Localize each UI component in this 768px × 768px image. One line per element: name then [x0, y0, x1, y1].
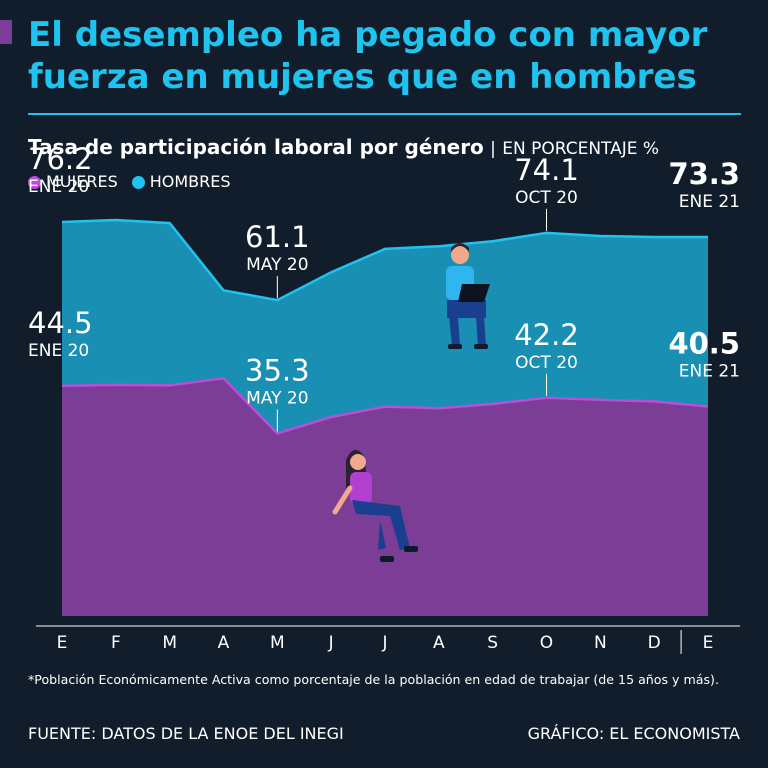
legend-label-men: HOMBRES: [149, 172, 231, 191]
woman-shoe-left: [380, 556, 394, 562]
x-tick-label: A: [433, 633, 445, 653]
chart-subtitle: Tasa de participación laboral por género…: [28, 134, 659, 162]
subtitle-unit: EN PORCENTAJE %: [502, 139, 660, 159]
woman-arm: [332, 485, 353, 515]
x-tick-label: J: [328, 633, 334, 653]
data-label-value: 76.2: [28, 142, 93, 176]
data-label-value: 61.1: [245, 220, 310, 254]
data-label-value: 40.5: [668, 327, 740, 361]
series-line-men: [61, 218, 708, 302]
x-tick-label: J: [381, 633, 387, 653]
subtitle-main: Tasa de participación laboral por género: [28, 135, 484, 159]
man-head: [451, 246, 469, 264]
man-lower-legs: [449, 316, 486, 346]
woman-legs: [352, 500, 410, 550]
legend: MUJERES HOMBRES: [28, 171, 231, 193]
headline-line-1: El desempleo ha pegado con mayor: [28, 15, 708, 55]
woman-shirt: [350, 472, 372, 504]
woman-sitting-illustration: [332, 449, 418, 562]
man-hair: [451, 243, 469, 252]
legend-item-men: HOMBRES: [131, 171, 231, 193]
woman-shoe-right: [404, 546, 418, 552]
data-label-value: 74.1: [514, 153, 579, 187]
data-label-date: ENE 21: [679, 192, 740, 212]
x-tick-label: F: [111, 633, 121, 653]
data-label-date: ENE 20: [28, 341, 89, 361]
woman-head: [350, 454, 366, 470]
x-tick-label: S: [487, 633, 498, 653]
x-tick-label: D: [648, 633, 661, 653]
man-legs: [447, 300, 486, 318]
data-label-date: OCT 20: [515, 353, 578, 373]
x-tick-label: O: [540, 633, 553, 653]
data-label-date: ENE 20: [28, 177, 89, 197]
x-tick-label: M: [162, 633, 177, 653]
data-label-date: OCT 20: [515, 188, 578, 208]
headline-line-2: fuerza en mujeres que en hombres: [28, 57, 697, 97]
laptop-icon: [458, 284, 490, 302]
subtitle-separator: |: [490, 139, 496, 159]
source: FUENTE: DATOS DE LA ENOE DEL INEGI: [28, 724, 344, 743]
legend-item-women: MUJERES: [28, 171, 118, 193]
x-tick-label: E: [57, 633, 68, 653]
data-label-value: 35.3: [245, 353, 310, 387]
accent-bar: [0, 20, 12, 44]
headline: El desempleo ha pegado con mayor fuerza …: [28, 14, 748, 98]
data-label-date: ENE 21: [679, 362, 740, 382]
x-tick-label: A: [218, 633, 230, 653]
credit: GRÁFICO: EL ECONOMISTA: [527, 724, 740, 743]
series-line-women: [61, 376, 709, 435]
legend-dot-men: [131, 175, 145, 189]
man-shoe-left: [448, 344, 462, 349]
legend-label-women: MUJERES: [46, 172, 118, 191]
headline-rule: [28, 113, 741, 115]
footnote: *Población Económicamente Activa como po…: [28, 672, 719, 687]
legend-dot-women: [28, 175, 41, 189]
man-with-laptop-illustration: [446, 243, 490, 349]
x-tick-label: E: [703, 633, 714, 653]
man-shoe-right: [474, 344, 488, 349]
x-tick-label: M: [270, 633, 285, 653]
series-area-women: [62, 378, 708, 616]
x-tick-label: N: [594, 633, 607, 653]
data-label-date: MAY 20: [246, 388, 308, 408]
woman-leg-front: [378, 520, 386, 550]
data-label-value: 42.2: [514, 318, 579, 352]
data-label-value: 44.5: [28, 306, 93, 340]
data-label-value: 73.3: [668, 157, 740, 191]
data-label-date: MAY 20: [246, 255, 308, 275]
